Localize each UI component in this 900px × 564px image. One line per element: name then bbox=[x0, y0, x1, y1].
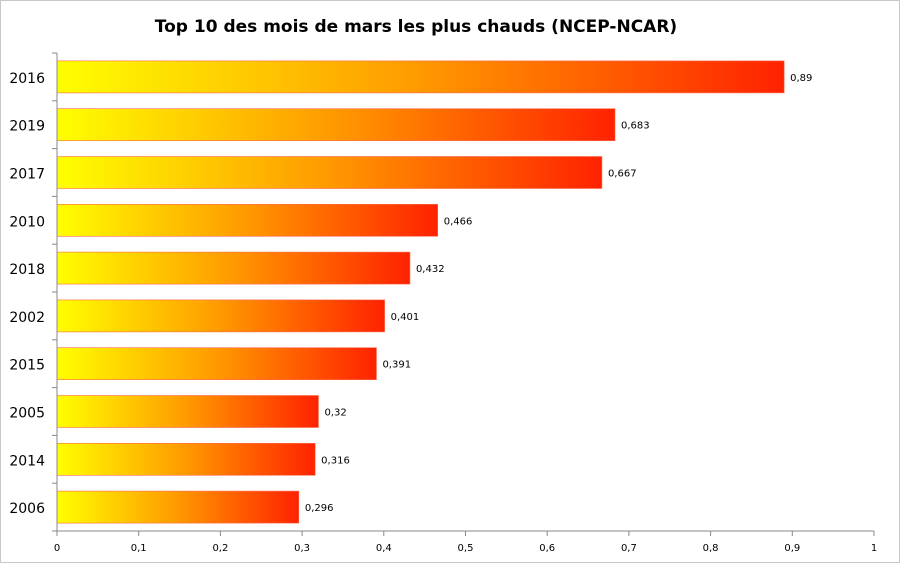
bar-2019 bbox=[56, 108, 616, 141]
x-tick-label: 0,5 bbox=[458, 543, 474, 554]
category-label: 2018 bbox=[9, 262, 45, 278]
category-label: 2017 bbox=[9, 167, 45, 183]
data-label: 0,316 bbox=[321, 455, 350, 466]
data-label: 0,391 bbox=[382, 360, 411, 371]
data-label: 0,683 bbox=[621, 121, 650, 132]
category-label: 2014 bbox=[9, 453, 45, 469]
category-label: 2015 bbox=[9, 358, 45, 374]
bar-2006 bbox=[56, 490, 300, 524]
x-tick-label: 1 bbox=[871, 543, 877, 554]
data-label: 0,296 bbox=[305, 503, 334, 514]
bar-2016 bbox=[56, 60, 785, 94]
bar-2014 bbox=[56, 442, 316, 476]
data-label: 0,32 bbox=[324, 408, 346, 419]
x-tick-label: 0,4 bbox=[376, 543, 392, 554]
bar-2005 bbox=[56, 395, 319, 428]
bar-2010 bbox=[56, 204, 439, 237]
data-label: 0,401 bbox=[391, 312, 420, 323]
category-label: 2016 bbox=[9, 71, 45, 87]
category-label: 2019 bbox=[9, 119, 45, 135]
data-label: 0,89 bbox=[790, 73, 812, 84]
x-tick-label: 0,7 bbox=[621, 543, 637, 554]
category-label: 2006 bbox=[9, 501, 45, 517]
x-tick-label: 0,9 bbox=[784, 543, 800, 554]
bar-2018 bbox=[56, 251, 411, 285]
category-label: 2005 bbox=[9, 406, 45, 422]
x-tick-label: 0,8 bbox=[703, 543, 719, 554]
x-tick-label: 0 bbox=[54, 543, 60, 554]
category-label: 2002 bbox=[9, 310, 45, 326]
x-tick-label: 0,3 bbox=[294, 543, 310, 554]
x-tick-label: 0,1 bbox=[131, 543, 147, 554]
bar-2015 bbox=[56, 347, 377, 381]
bar-2002 bbox=[56, 299, 385, 333]
chart-title: Top 10 des mois de mars les plus chauds … bbox=[154, 17, 678, 37]
data-label: 0,432 bbox=[416, 264, 445, 275]
x-tick-label: 0,2 bbox=[212, 543, 228, 554]
data-label: 0,667 bbox=[608, 169, 637, 180]
category-label: 2010 bbox=[9, 214, 45, 230]
bar-2017 bbox=[56, 156, 603, 189]
data-label: 0,466 bbox=[444, 216, 473, 227]
x-tick-label: 0,6 bbox=[539, 543, 555, 554]
